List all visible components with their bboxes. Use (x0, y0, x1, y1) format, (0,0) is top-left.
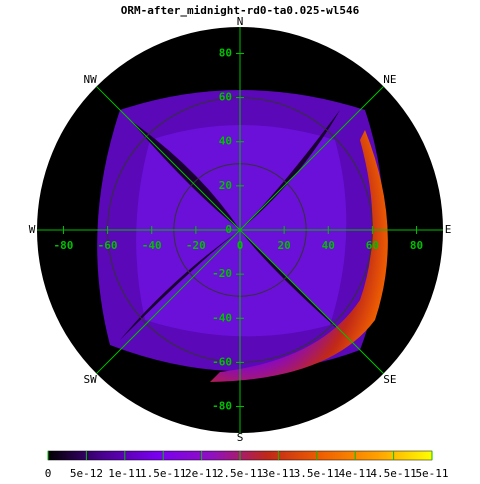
colorbar-label: 4.5e-11 (370, 467, 416, 480)
y-tick-label: 60 (219, 91, 232, 104)
x-tick-label: -20 (186, 239, 206, 252)
colorbar-label: 2.5e-11 (217, 467, 263, 480)
compass-line (239, 86, 384, 231)
x-tick-label: 0 (237, 239, 244, 252)
compass-label: N (237, 15, 244, 28)
chart-title: ORM-after_midnight-rd0-ta0.025-wl546 (121, 4, 360, 17)
x-tick-label: 20 (278, 239, 291, 252)
colorbar-label: 1e-11 (108, 467, 141, 480)
y-tick-label: -80 (212, 400, 232, 413)
y-tick-label: 20 (219, 179, 232, 192)
x-tick-label: -40 (142, 239, 162, 252)
colorbar-label: 5e-11 (415, 467, 448, 480)
colorbar-label: 4e-11 (339, 467, 372, 480)
compass-label: SE (383, 373, 396, 386)
sky-brightness (97, 90, 388, 382)
x-tick-label: 60 (366, 239, 379, 252)
colorbar-label: 5e-12 (70, 467, 103, 480)
compass-line (239, 229, 384, 374)
x-tick-label: 40 (322, 239, 335, 252)
compass-line (96, 229, 241, 374)
y-tick-label: 0 (225, 223, 232, 236)
compass-label: S (237, 431, 244, 444)
compass-label: NE (383, 73, 396, 86)
compass-label: W (29, 223, 36, 236)
compass-line (96, 86, 241, 231)
compass-label: E (445, 223, 452, 236)
compass-label: NW (83, 73, 97, 86)
compass-label: SW (83, 373, 97, 386)
colorbar-label: 0 (45, 467, 52, 480)
x-tick-label: -60 (98, 239, 118, 252)
colorbar-label: 3.5e-11 (294, 467, 340, 480)
x-tick-label: -80 (54, 239, 74, 252)
y-tick-label: -60 (212, 355, 232, 368)
colorbar-label: 3e-11 (262, 467, 295, 480)
y-tick-label: -20 (212, 267, 232, 280)
y-tick-label: -40 (212, 311, 232, 324)
colorbar-label: 1.5e-11 (140, 467, 186, 480)
x-tick-label: 80 (410, 239, 423, 252)
y-tick-label: 80 (219, 46, 232, 59)
colorbar-label: 2e-11 (185, 467, 218, 480)
y-tick-label: 40 (219, 135, 232, 148)
